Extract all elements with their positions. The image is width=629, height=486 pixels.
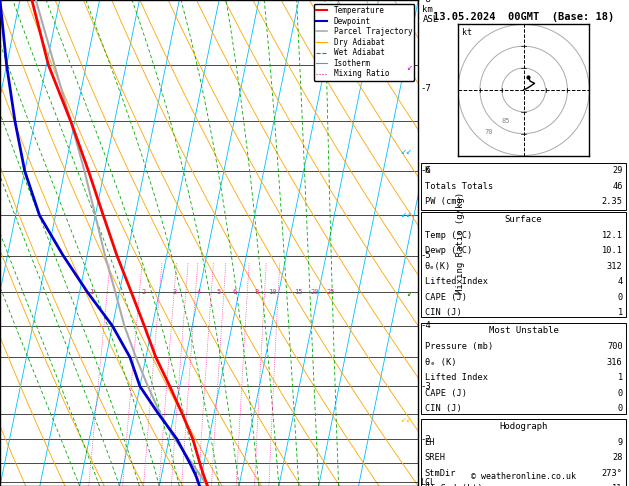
Text: K: K [425,166,430,175]
Text: θₑ(K): θₑ(K) [425,262,451,271]
Text: 1: 1 [618,309,623,317]
Text: kt: kt [462,28,472,37]
Text: 20: 20 [310,289,319,295]
Text: 4: 4 [618,278,623,286]
Text: -2: -2 [420,434,431,444]
Text: SREH: SREH [425,453,445,462]
Text: PW (cm): PW (cm) [425,197,461,206]
Text: 1: 1 [89,289,94,295]
Legend: Temperature, Dewpoint, Parcel Trajectory, Dry Adiabat, Wet Adiabat, Isotherm, Mi: Temperature, Dewpoint, Parcel Trajectory… [314,4,415,81]
Text: Dewp (°C): Dewp (°C) [425,246,472,255]
Text: 15: 15 [294,289,303,295]
Text: 312: 312 [607,262,623,271]
Text: 3: 3 [173,289,177,295]
Text: 700: 700 [607,342,623,351]
Text: 316: 316 [607,358,623,366]
Text: © weatheronline.co.uk: © weatheronline.co.uk [471,472,576,481]
Text: 6: 6 [233,289,237,295]
Text: LCL: LCL [420,478,435,486]
Text: 70: 70 [484,129,493,135]
Text: 29: 29 [612,166,623,175]
Text: Temp (°C): Temp (°C) [425,231,472,240]
Text: Surface: Surface [505,215,542,224]
Text: 8: 8 [255,289,259,295]
Text: -1: -1 [420,482,431,486]
Text: 13.05.2024  00GMT  (Base: 18): 13.05.2024 00GMT (Base: 18) [433,12,615,22]
Text: CAPE (J): CAPE (J) [425,389,467,398]
Text: CAPE (J): CAPE (J) [425,293,467,302]
Text: -7: -7 [420,84,431,93]
Text: CIN (J): CIN (J) [425,309,461,317]
Text: 2.35: 2.35 [602,197,623,206]
Text: km
ASL: km ASL [423,5,438,24]
Text: 2: 2 [141,289,145,295]
Text: 28: 28 [612,453,623,462]
Text: -6: -6 [420,166,431,175]
Text: -3: -3 [420,382,431,391]
Text: 11: 11 [612,485,623,486]
Text: 25: 25 [326,289,335,295]
Text: 10.1: 10.1 [602,246,623,255]
Text: 0: 0 [618,293,623,302]
Text: 0: 0 [618,404,623,413]
Text: Totals Totals: Totals Totals [425,182,493,191]
Text: -8: -8 [420,0,431,4]
Text: StmDir: StmDir [425,469,456,478]
Text: ↙: ↙ [406,288,412,298]
Text: -5: -5 [420,251,431,260]
Text: 9: 9 [618,438,623,447]
Text: 5: 5 [217,289,221,295]
Text: Hodograph: Hodograph [499,422,548,431]
Text: Pressure (mb): Pressure (mb) [425,342,493,351]
Text: 273°: 273° [602,469,623,478]
Text: θₑ (K): θₑ (K) [425,358,456,366]
Text: ↙↙: ↙↙ [400,209,412,219]
Text: 4: 4 [197,289,201,295]
Text: StmSpd (kt): StmSpd (kt) [425,485,482,486]
Text: Lifted Index: Lifted Index [425,278,487,286]
Text: Mixing Ratio (g/kg): Mixing Ratio (g/kg) [455,192,465,294]
Text: EH: EH [425,438,435,447]
Text: 85: 85 [502,118,510,124]
Text: CIN (J): CIN (J) [425,404,461,413]
Text: ↙↙: ↙↙ [400,146,412,156]
Text: 46: 46 [612,182,623,191]
Text: Most Unstable: Most Unstable [489,327,559,335]
Text: Lifted Index: Lifted Index [425,373,487,382]
Text: 12.1: 12.1 [602,231,623,240]
Text: ↙: ↙ [406,63,412,72]
Text: ↙↙: ↙↙ [400,414,412,423]
Text: 1: 1 [618,373,623,382]
Text: 0: 0 [618,389,623,398]
Text: -4: -4 [420,322,431,330]
Text: 10: 10 [269,289,277,295]
